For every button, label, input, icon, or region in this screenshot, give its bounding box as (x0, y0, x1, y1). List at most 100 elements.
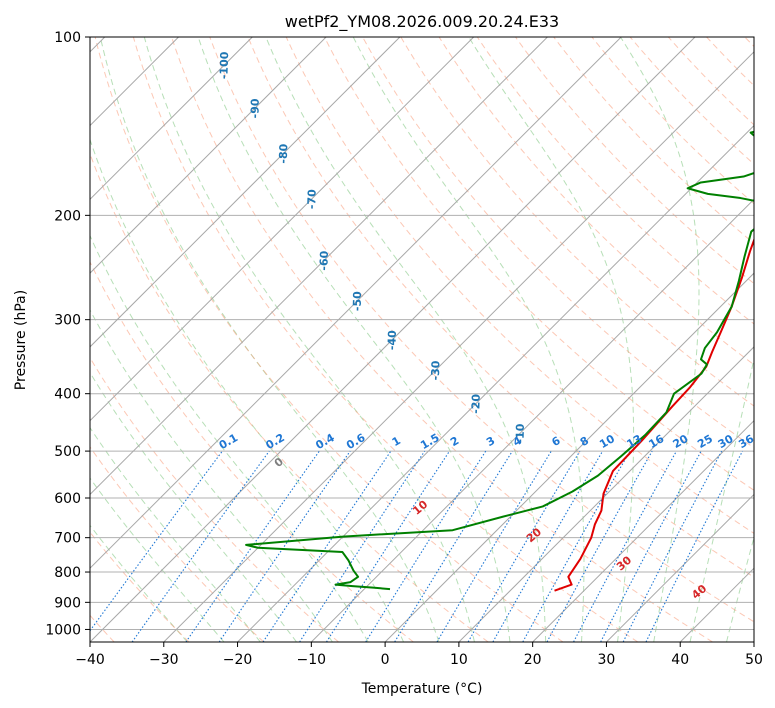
moist-adiabat (90, 524, 188, 642)
moist-adiabat (468, 37, 635, 642)
mixing-ratio-lines (90, 450, 743, 642)
dry-adiabat (90, 446, 265, 642)
isotherm-line (310, 198, 754, 642)
moist-adiabat (620, 37, 700, 642)
isotherm-line (90, 37, 253, 201)
mixing-ratio-line (131, 450, 270, 642)
isotherm-line (90, 37, 696, 642)
moist-adiabat (726, 535, 754, 642)
moist-adiabat (265, 37, 547, 642)
dry-adiabat (90, 260, 414, 642)
dry-adiabat (247, 37, 754, 578)
x-tick-label: 30 (598, 652, 616, 668)
y-tick-label: 200 (54, 208, 81, 224)
chart-title: wetPf2_YM08.2026.009.20.24.E33 (285, 12, 559, 32)
moist-adiabat (90, 138, 405, 642)
dry-adiabat (515, 37, 754, 285)
x-tick-label: 10 (450, 652, 468, 668)
x-tick-label: 20 (524, 652, 542, 668)
isotherm-label: -70 (305, 189, 319, 210)
isotherm-line (237, 124, 754, 642)
moist-adiabat (90, 477, 225, 642)
isotherm-label: -30 (429, 360, 443, 381)
moist-adiabat (90, 426, 261, 642)
isotherm-line (384, 272, 754, 642)
mixing-ratio-line (622, 450, 723, 642)
isotherm-line (163, 51, 754, 642)
mixing-ratio-line (299, 450, 426, 642)
isotherm-line (458, 346, 754, 642)
x-tick-label: 50 (745, 652, 763, 668)
x-tick-label: −20 (223, 652, 253, 668)
moist-adiabat (90, 371, 297, 642)
y-tick-label: 900 (54, 595, 81, 611)
isotherm-line (90, 37, 622, 569)
isotherm-label: -40 (385, 330, 399, 351)
y-tick-label: 400 (54, 387, 81, 403)
mixing-ratio-line (522, 450, 631, 642)
dry-adiabat (285, 37, 754, 534)
mixing-ratio-line (645, 450, 743, 642)
moist-adiabat (143, 37, 475, 642)
isotherm-line (606, 493, 754, 642)
y-tick-label: 300 (54, 313, 81, 329)
y-tick-label: 100 (54, 30, 81, 46)
x-tick-label: −40 (75, 652, 105, 668)
mixing-ratio-line (185, 450, 320, 642)
mixing-ratio-line (546, 450, 653, 642)
mixing-ratio-line (600, 450, 702, 642)
mixing-ratio-line (394, 450, 513, 642)
y-axis-label: Pressure (hPa) (13, 290, 29, 390)
dewpoint-profile-line (245, 130, 754, 591)
y-tick-label: 700 (54, 531, 81, 547)
isotherm-label: -90 (248, 98, 262, 119)
y-tick-label: 600 (54, 491, 81, 507)
dry-adiabat (476, 37, 754, 325)
x-tick-label: 40 (671, 652, 689, 668)
dry-adiabat (209, 37, 754, 623)
x-axis-label: Temperature (°C) (361, 681, 483, 697)
dry-adiabat (323, 37, 754, 491)
skewed-isotherms (90, 37, 754, 642)
isotherm-line (90, 37, 401, 348)
dry-adiabat (171, 37, 713, 642)
mixing-ratio-line (436, 450, 552, 642)
isotherm-line (90, 37, 548, 496)
isotherm-label: -50 (351, 291, 365, 312)
moist-adiabat (90, 309, 333, 642)
isotherm-label: -60 (317, 250, 331, 271)
profile-series (245, 130, 754, 592)
isotherm-line (90, 37, 327, 274)
x-tick-label: −30 (149, 652, 179, 668)
axis-ticks: −40 −30 −20 −10 0 10 20 30 40 50 100 200 300 400 500 60… (45, 30, 763, 668)
y-tick-label: 1000 (45, 622, 81, 638)
axes-frame (89, 36, 755, 643)
isotherm-label: -100 (217, 51, 231, 79)
mixing-ratio-line (365, 450, 487, 642)
isotherm-line (532, 419, 754, 642)
dry-adiabat (438, 37, 754, 366)
mixing-ratio-line (325, 450, 450, 642)
mixing-ratio-line (90, 450, 223, 632)
moist-adiabats (90, 37, 754, 642)
mixing-ratio-line (262, 450, 392, 642)
moist-adiabat (90, 234, 369, 642)
isotherm-label: -80 (277, 143, 291, 164)
grid-lines (90, 37, 754, 630)
plot-area (90, 37, 754, 642)
isotherm-label: -20 (469, 393, 483, 414)
dry-adiabat (94, 37, 564, 642)
mixing-ratio-line (573, 450, 677, 642)
x-tick-label: −10 (297, 652, 327, 668)
x-tick-label: 0 (381, 652, 390, 668)
isotherm-label: -10 (513, 423, 527, 444)
y-tick-label: 800 (54, 565, 81, 581)
moist-adiabat (99, 37, 440, 642)
mixing-ratio-line (218, 450, 351, 642)
isotherm-line (90, 37, 475, 422)
moist-adiabat (197, 37, 511, 642)
dry-adiabat (132, 37, 639, 642)
moist-adiabat (689, 356, 754, 642)
